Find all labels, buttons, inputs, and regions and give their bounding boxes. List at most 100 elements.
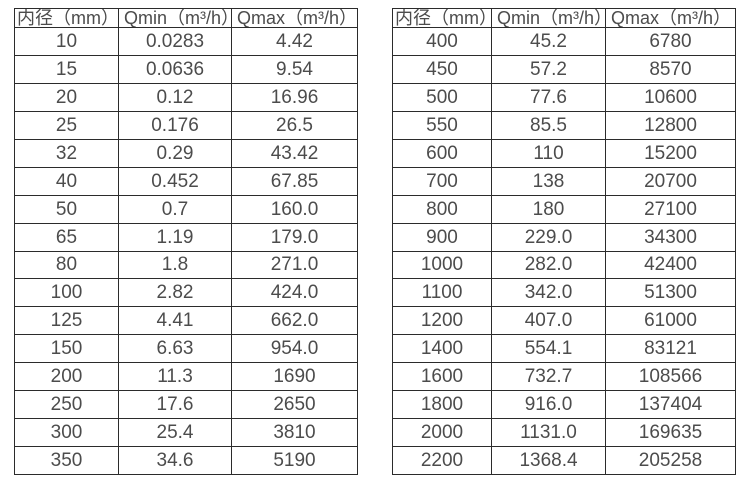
cell: 11.3	[118, 362, 232, 392]
table-row: 800 180 27100	[392, 194, 736, 224]
cell: 200	[14, 362, 119, 392]
cell: 169635	[605, 418, 736, 448]
cell: 34.6	[118, 446, 232, 475]
cell: 2.82	[118, 278, 232, 308]
cell: 110	[491, 138, 606, 168]
cell: 400	[392, 27, 492, 56]
header-row: 内径（mm） Qmin（m³/h） Qmax（m³/h）	[14, 8, 358, 28]
table-row: 550 85.5 12800	[392, 110, 736, 140]
cell: 407.0	[491, 306, 606, 336]
cell: 1200	[392, 306, 492, 336]
table-row: 100 2.82 424.0	[14, 278, 358, 308]
table-row: 2200 1368.4 205258	[392, 446, 736, 475]
cell: 0.0283	[118, 27, 232, 56]
cell: 6.63	[118, 334, 232, 364]
cell: 1.8	[118, 250, 232, 280]
cell: 205258	[605, 446, 736, 475]
cell: 40	[14, 166, 119, 196]
cell: 1600	[392, 362, 492, 392]
cell: 2200	[392, 446, 492, 475]
cell: 1400	[392, 334, 492, 364]
cell: 2000	[392, 418, 492, 448]
cell: 0.452	[118, 166, 232, 196]
cell: 550	[392, 110, 492, 140]
table-row: 900 229.0 34300	[392, 222, 736, 252]
cell: 450	[392, 54, 492, 84]
cell: 137404	[605, 390, 736, 420]
cell: 271.0	[231, 250, 358, 280]
table-row: 350 34.6 5190	[14, 446, 358, 475]
cell: 4.42	[231, 27, 358, 56]
column-header: Qmin（m³/h）	[491, 8, 606, 28]
table-row: 65 1.19 179.0	[14, 222, 358, 252]
column-header: 内径（mm）	[392, 8, 492, 28]
cell: 32	[14, 138, 119, 168]
cell: 10600	[605, 82, 736, 112]
cell: 1131.0	[491, 418, 606, 448]
cell: 15	[14, 54, 119, 84]
cell: 34300	[605, 222, 736, 252]
cell: 500	[392, 82, 492, 112]
cell: 85.5	[491, 110, 606, 140]
table-row: 1000 282.0 42400	[392, 250, 736, 280]
cell: 27100	[605, 194, 736, 224]
cell: 3810	[231, 418, 358, 448]
cell: 65	[14, 222, 119, 252]
cell: 1100	[392, 278, 492, 308]
cell: 100	[14, 278, 119, 308]
cell: 45.2	[491, 27, 606, 56]
cell: 954.0	[231, 334, 358, 364]
table-row: 2000 1131.0 169635	[392, 418, 736, 448]
cell: 0.7	[118, 194, 232, 224]
table-row: 1200 407.0 61000	[392, 306, 736, 336]
cell: 42400	[605, 250, 736, 280]
cell: 25	[14, 110, 119, 140]
cell: 8570	[605, 54, 736, 84]
cell: 180	[491, 194, 606, 224]
table-row: 32 0.29 43.42	[14, 138, 358, 168]
cell: 67.85	[231, 166, 358, 196]
table-row: 40 0.452 67.85	[14, 166, 358, 196]
cell: 12800	[605, 110, 736, 140]
cell: 342.0	[491, 278, 606, 308]
cell: 43.42	[231, 138, 358, 168]
cell: 1690	[231, 362, 358, 392]
cell: 80	[14, 250, 119, 280]
column-header: Qmax（m³/h）	[231, 8, 358, 28]
column-header: Qmax（m³/h）	[605, 8, 736, 28]
table-row: 1800 916.0 137404	[392, 390, 736, 420]
cell: 229.0	[491, 222, 606, 252]
cell: 916.0	[491, 390, 606, 420]
table-row: 300 25.4 3810	[14, 418, 358, 448]
cell: 1.19	[118, 222, 232, 252]
cell: 6780	[605, 27, 736, 56]
cell: 600	[392, 138, 492, 168]
table-row: 500 77.6 10600	[392, 82, 736, 112]
cell: 179.0	[231, 222, 358, 252]
cell: 424.0	[231, 278, 358, 308]
cell: 0.29	[118, 138, 232, 168]
cell: 150	[14, 334, 119, 364]
cell: 0.12	[118, 82, 232, 112]
table-row: 450 57.2 8570	[392, 54, 736, 84]
cell: 138	[491, 166, 606, 196]
table-row: 125 4.41 662.0	[14, 306, 358, 336]
cell: 700	[392, 166, 492, 196]
table-row: 1100 342.0 51300	[392, 278, 736, 308]
cell: 9.54	[231, 54, 358, 84]
cell: 4.41	[118, 306, 232, 336]
cell: 350	[14, 446, 119, 475]
table-row: 15 0.0636 9.54	[14, 54, 358, 84]
cell: 61000	[605, 306, 736, 336]
table-row: 80 1.8 271.0	[14, 250, 358, 280]
table-row: 50 0.7 160.0	[14, 194, 358, 224]
table-row: 700 138 20700	[392, 166, 736, 196]
header-row: 内径（mm） Qmin（m³/h） Qmax（m³/h）	[392, 8, 736, 28]
flow-table-right: 内径（mm） Qmin（m³/h） Qmax（m³/h） 400 45.2 6780 450…	[392, 8, 736, 475]
table-row: 200 11.3 1690	[14, 362, 358, 392]
cell: 1000	[392, 250, 492, 280]
table-row: 400 45.2 6780	[392, 27, 736, 56]
table-row: 150 6.63 954.0	[14, 334, 358, 364]
column-header: Qmin（m³/h）	[118, 8, 232, 28]
column-header: 内径（mm）	[14, 8, 119, 28]
